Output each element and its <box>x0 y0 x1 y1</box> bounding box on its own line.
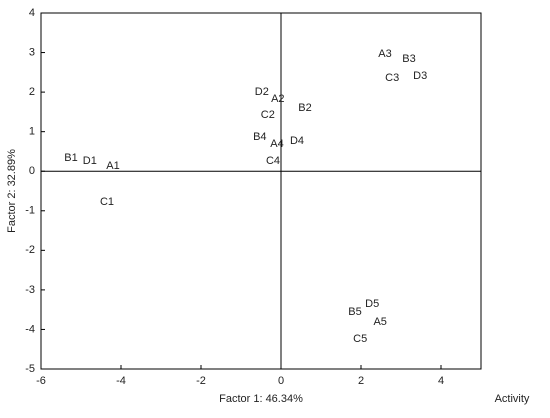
point-label: C5 <box>353 333 367 345</box>
y-tick-label: 1 <box>29 126 35 138</box>
x-axis-label: Factor 1: 46.34% <box>219 393 303 405</box>
y-axis-label: Factor 2: 32.89% <box>6 149 18 233</box>
x-tick-label: -4 <box>116 375 126 387</box>
y-tick-label: -3 <box>25 284 35 296</box>
y-tick-label: -4 <box>25 323 35 335</box>
plot-frame <box>40 12 482 370</box>
y-tick-label: 2 <box>29 86 35 98</box>
y-tick-label: 4 <box>29 7 35 19</box>
point-label: A2 <box>271 93 284 105</box>
point-label: A4 <box>270 138 283 150</box>
x-tick-label: 2 <box>358 375 364 387</box>
y-tick-label: 3 <box>29 46 35 58</box>
point-label: A3 <box>378 48 391 60</box>
point-label: B2 <box>298 102 311 114</box>
point-label: C4 <box>266 155 280 167</box>
y-tick-label: -1 <box>25 205 35 217</box>
point-label: C2 <box>261 109 275 121</box>
annotation: Activity <box>495 393 530 405</box>
x-tick-label: -6 <box>36 375 46 387</box>
x-tick-label: 4 <box>438 375 444 387</box>
y-tick-label: 0 <box>29 165 35 177</box>
point-label: D3 <box>413 70 427 82</box>
point-label: C3 <box>385 72 399 84</box>
y-tick-label: -5 <box>25 363 35 375</box>
y-tick-label: -2 <box>25 244 35 256</box>
point-label: B4 <box>253 131 266 143</box>
point-label: B5 <box>348 306 361 318</box>
point-label: A1 <box>106 160 119 172</box>
point-label: B3 <box>402 53 415 65</box>
x-tick-label: 0 <box>278 375 284 387</box>
point-label: B1 <box>64 152 77 164</box>
point-label: D1 <box>83 155 97 167</box>
point-label: C1 <box>100 196 114 208</box>
point-label: D4 <box>290 135 304 147</box>
point-label: D2 <box>255 86 269 98</box>
point-label: D5 <box>365 298 379 310</box>
point-label: A5 <box>373 316 386 328</box>
x-tick-label: -2 <box>196 375 206 387</box>
